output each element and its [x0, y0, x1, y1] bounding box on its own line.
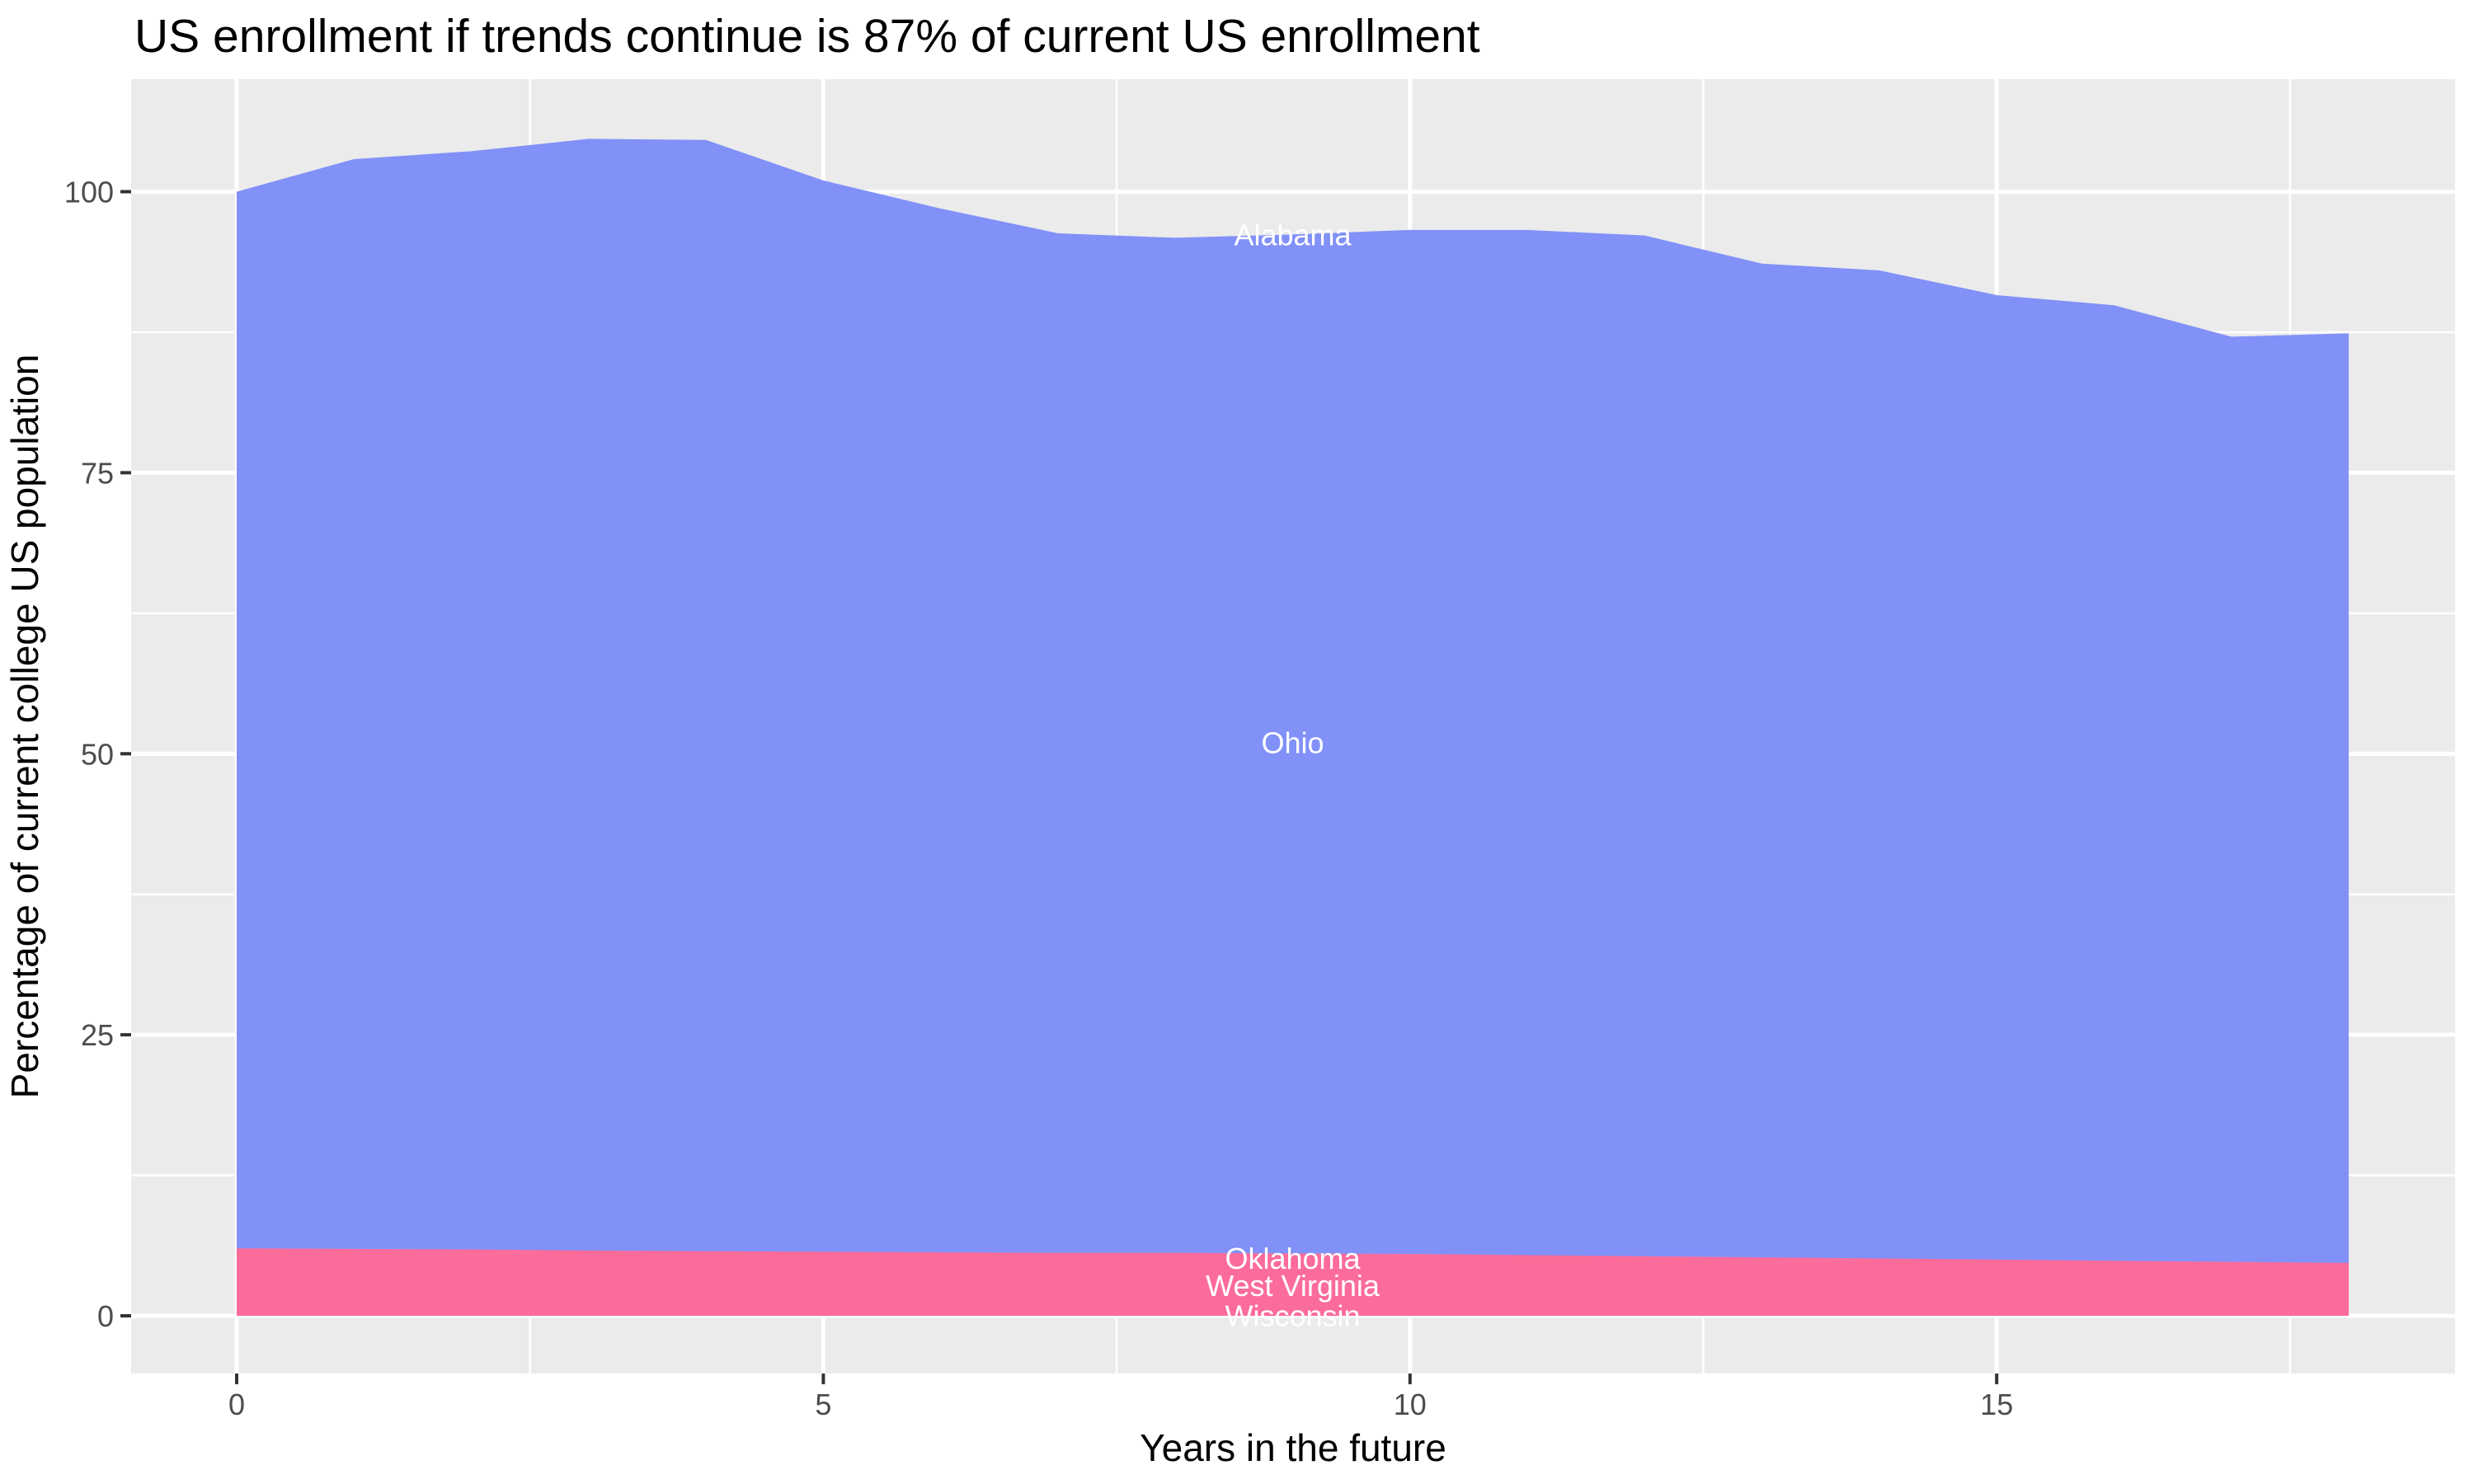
area-label-wisconsin: Wisconsin [1225, 1298, 1360, 1332]
chart-title: US enrollment if trends continue is 87% … [134, 10, 1480, 63]
area-label-west-virginia: West Virginia [1206, 1269, 1380, 1303]
area-label-alabama: Alabama [1234, 218, 1352, 251]
y-tick-label: 75 [81, 456, 114, 490]
y-axis-title: Percentage of current college US populat… [3, 355, 46, 1099]
y-tick-label: 0 [97, 1299, 114, 1333]
area-oklahoma-west-virginia-wisconsin [237, 1248, 2349, 1316]
stacked-areas [237, 139, 2349, 1316]
area-label-oklahoma: Oklahoma [1225, 1242, 1361, 1275]
area-alabama-ohio [237, 139, 2349, 1316]
axis-tick-labels: 0 5 10 15 0 25 50 75 100 [64, 176, 2013, 1422]
x-tick-label: 0 [228, 1388, 245, 1421]
x-tick-label: 10 [1394, 1388, 1427, 1421]
axis-tick-marks [120, 190, 1999, 1384]
x-tick-label: 5 [815, 1388, 831, 1421]
x-tick-label: 15 [1980, 1388, 2013, 1421]
x-axis-title: Years in the future [1140, 1426, 1446, 1469]
y-tick-label: 25 [81, 1018, 114, 1052]
y-tick-label: 100 [64, 176, 114, 209]
area-label-ohio: Ohio [1261, 726, 1324, 760]
y-tick-label: 50 [81, 737, 114, 771]
